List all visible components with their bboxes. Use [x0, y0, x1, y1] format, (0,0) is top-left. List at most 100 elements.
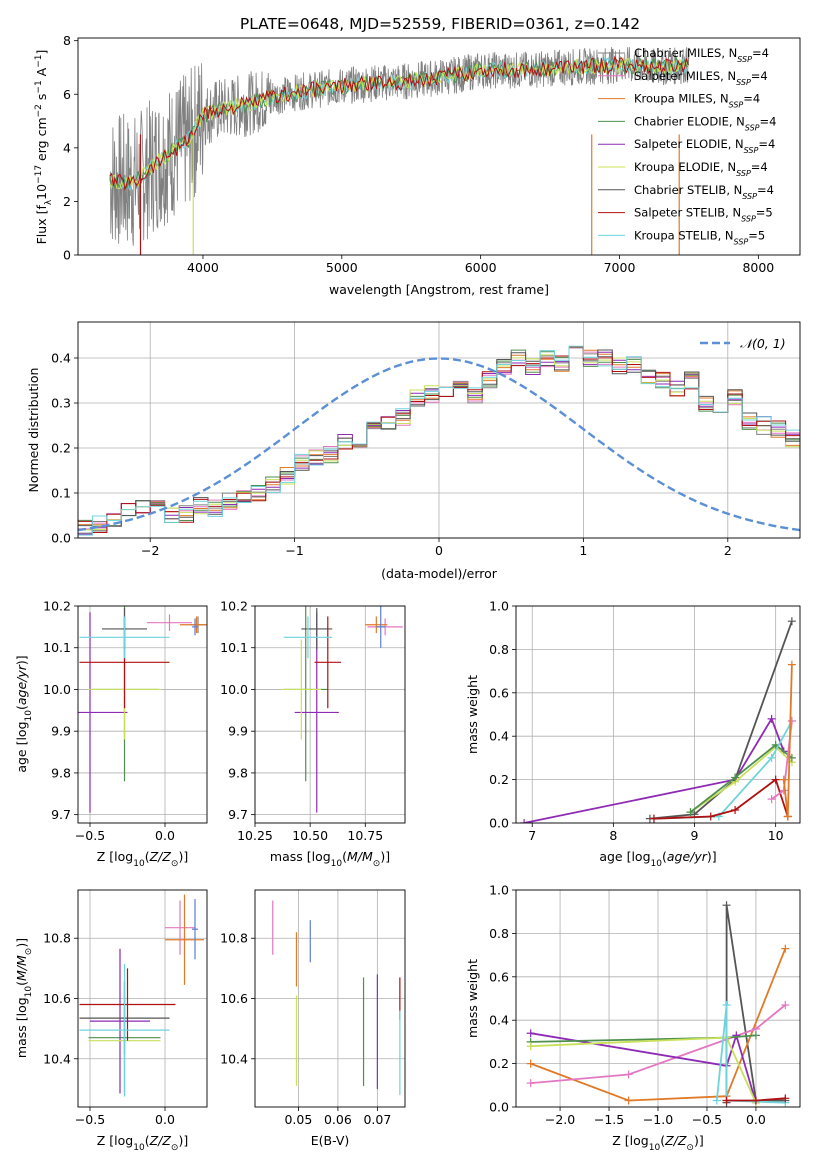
massweight_vs_age-plot-area: [520, 617, 796, 823]
y-tick-label: 10.6: [220, 991, 248, 1006]
mass-weight-line: [530, 948, 787, 1102]
x-axis-label: age [log10(age/yr)]: [599, 849, 716, 869]
mass-weight-marker: [771, 775, 780, 784]
mass-weight-line: [689, 745, 793, 813]
mass-weight-marker: [781, 944, 790, 953]
y-tick-label: 9.9: [228, 724, 248, 739]
mass_vs_ebv-frame: [254, 889, 406, 1108]
x-tick-label: 10.75: [347, 828, 383, 843]
x-tick-label: 0.0: [155, 1112, 175, 1127]
massweight_vs_age-frame: [515, 605, 801, 824]
mass-weight-line: [649, 620, 793, 820]
mass-weight-marker: [732, 1031, 741, 1040]
spectrum-frame: [77, 37, 801, 256]
age_vs_Z-axes: −0.5 0.0 9.7 9.8 9.9 10.0 10.1 10.2: [43, 599, 208, 843]
massweight_vs_Z-panel: −2.0 −1.5 −1.0 −0.5 0.0 0.0 0.2 0.4 0.6 0.8 1.0 Z […: [465, 883, 801, 1153]
residuals-axes: −2 −1 0 1 2 0.0 0.1 0.2 0.3 0.4: [51, 321, 801, 558]
y-tick-label: 9.8: [51, 765, 71, 780]
y-tick-label: 2: [63, 194, 71, 209]
x-tick-label: −2.0: [545, 1112, 575, 1127]
mass-weight-marker: [712, 1096, 721, 1105]
spectrum-legend: Chabrier MILES, NSSP=4 Salpeter MILES, NS…: [598, 46, 776, 246]
y-axis-label: age [log10(age/yr)]: [14, 655, 34, 772]
figure-title: PLATE=0648, MJD=52559, FIBERID=0361, z=0…: [240, 15, 640, 33]
x-axis-label: E(B-V): [311, 1133, 350, 1148]
mass-weight-marker: [722, 901, 731, 910]
age_vs_mass-axes: 10.25 10.50 10.75 9.7 9.8 9.9 10.0 10.1 10.2: [220, 599, 406, 843]
massweight_vs_age-panel: 7 8 9 10 0.0 0.2 0.4 0.6 0.8 1.0 age [log10(age/yr…: [465, 599, 801, 869]
mass-weight-marker: [787, 717, 796, 726]
mass-weight-marker: [787, 660, 796, 669]
mass-weight-marker: [779, 786, 788, 795]
x-tick-label: −1: [285, 543, 303, 558]
y-tick-label: 0.8: [489, 926, 509, 941]
histogram-step-line: [78, 345, 800, 536]
x-tick-label: 10.50: [292, 828, 328, 843]
x-tick-label: 7: [528, 828, 536, 843]
y-tick-label: 10.8: [43, 931, 71, 946]
mass-weight-marker: [520, 819, 529, 823]
y-tick-label: 0.2: [489, 1056, 509, 1071]
y-axis-label: Normed distribution: [26, 368, 41, 493]
x-tick-label: 5000: [326, 260, 358, 275]
x-tick-label: −0.5: [75, 1112, 105, 1127]
mass_vs_Z-plot-area: [79, 894, 204, 1097]
mass-weight-marker: [751, 1096, 760, 1105]
x-tick-label: 0.06: [324, 1112, 352, 1127]
massweight_vs_Z-axes: −2.0 −1.5 −1.0 −0.5 0.0 0.0 0.2 0.4 0.6 0.8 1.0: [489, 883, 801, 1127]
y-tick-label: 0.8: [489, 642, 509, 657]
y-tick-label: 0.1: [51, 486, 71, 501]
y-tick-label: 10.2: [43, 599, 71, 614]
x-tick-label: 10: [768, 828, 784, 843]
mass-weight-line: [523, 716, 785, 823]
x-tick-label: 0: [435, 543, 443, 558]
y-tick-label: 8: [63, 33, 71, 48]
model-spectrum-line: [109, 55, 689, 192]
x-tick-label: 6000: [465, 260, 497, 275]
y-tick-label: 10.0: [43, 682, 71, 697]
residuals-plot-area: [78, 345, 800, 536]
x-tick-label: 2: [724, 543, 732, 558]
y-tick-label: 0.2: [489, 772, 509, 787]
y-tick-label: 4: [63, 140, 71, 155]
y-tick-label: 0.4: [51, 351, 71, 366]
legend-label: Chabrier MILES, NSSP=4: [634, 46, 769, 64]
mass-weight-marker: [767, 714, 776, 723]
legend-label: Kroupa MILES, NSSP=4: [634, 92, 760, 110]
x-tick-label: −1.0: [643, 1112, 673, 1127]
residuals-frame: [77, 321, 801, 539]
y-tick-label: 10.1: [43, 640, 71, 655]
mass-weight-marker: [526, 1042, 535, 1051]
y-axis-label: mass [log10(M/M⊙)]: [14, 938, 34, 1058]
x-tick-label: 0.0: [155, 828, 175, 843]
y-tick-label: 10.0: [220, 682, 248, 697]
mass-weight-line: [689, 743, 793, 813]
mass_vs_Z-axes: −0.5 0.0 10.4 10.6 10.8: [43, 889, 208, 1127]
age_vs_Z-panel: −0.5 0.0 9.7 9.8 9.9 10.0 10.1 10.2 Z [log10(Z/Z…: [14, 599, 208, 869]
mass_vs_Z-panel: −0.5 0.0 10.4 10.6 10.8 Z [log10(Z/Z⊙)] mass […: [14, 889, 208, 1153]
mass-weight-marker: [783, 812, 792, 821]
mass-weight-line: [530, 1004, 786, 1084]
massweight_vs_age-axes: 7 8 9 10 0.0 0.2 0.4 0.6 0.8 1.0: [489, 599, 801, 843]
residuals-panel: −2 −1 0 1 2 0.0 0.1 0.2 0.3 0.4 𝒩(0, 1) (data-model…: [26, 321, 801, 581]
spectrum-axes: 4000 5000 6000 7000 8000 0 2 4 6 8: [63, 33, 801, 275]
age_vs_Z-plot-area: [78, 606, 207, 813]
y-axis-label: Flux [fλ10−17 erg cm−2 s−1 A−1]: [34, 50, 54, 245]
x-tick-label: −0.5: [75, 828, 105, 843]
y-tick-label: 0.6: [489, 969, 509, 984]
mass-weight-marker: [706, 812, 715, 821]
x-tick-label: 8: [609, 828, 617, 843]
x-tick-label: 7000: [604, 260, 636, 275]
age_vs_mass-panel: 10.25 10.50 10.75 9.7 9.8 9.9 10.0 10.1 10.2 mass…: [220, 599, 406, 869]
x-tick-label: 0.0: [746, 1112, 766, 1127]
y-tick-label: 9.7: [228, 807, 248, 822]
mass-weight-marker: [767, 753, 776, 762]
spectrum-plot-area: [109, 46, 690, 255]
x-tick-label: 4000: [187, 260, 219, 275]
mass-weight-marker: [722, 1001, 731, 1010]
y-tick-label: 0.6: [489, 685, 509, 700]
mass_vs_Z-frame: [77, 889, 208, 1108]
y-tick-label: 0.0: [489, 816, 509, 831]
x-axis-label: Z [log10(Z/Z⊙)]: [97, 1133, 188, 1153]
mass-weight-marker: [731, 805, 740, 814]
